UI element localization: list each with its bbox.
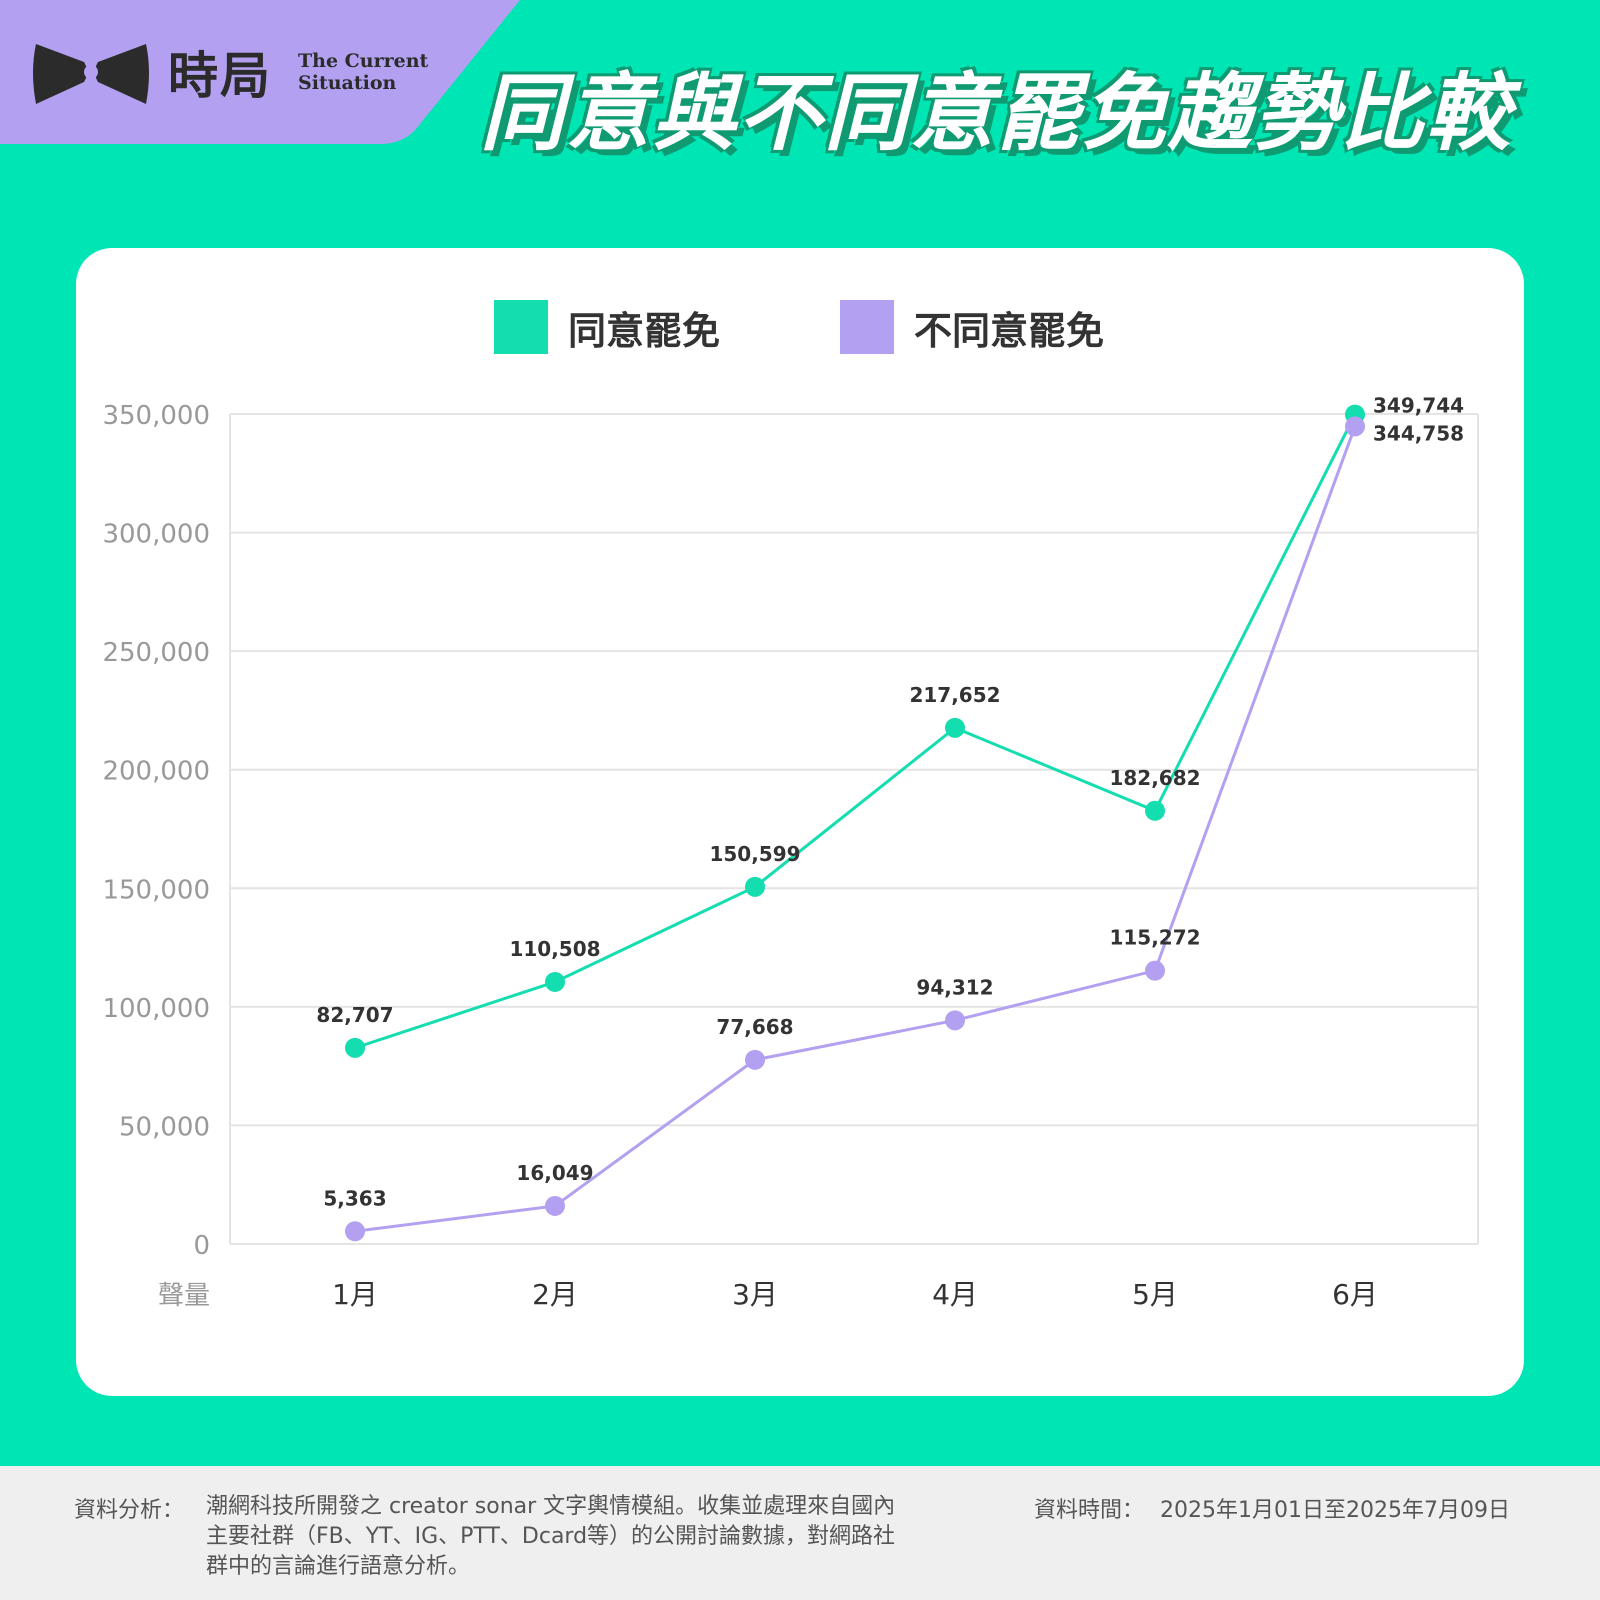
legend-item-agree: 同意罷免 — [494, 300, 720, 354]
bowtie-logo-icon — [33, 44, 149, 104]
date-label: 資料時間： — [1034, 1498, 1145, 1523]
x-tick-label: 2月 — [532, 1278, 578, 1311]
data-label-agree: 349,744 — [1373, 394, 1464, 418]
y-tick-label: 50,000 — [119, 1112, 210, 1142]
source-text: 潮網科技所開發之 creator sonar 文字輿情模組。收集並處理來自國內主… — [206, 1494, 896, 1579]
data-label-disagree: 77,668 — [716, 1015, 793, 1039]
data-label-agree: 182,682 — [1109, 766, 1200, 790]
data-label-agree: 150,599 — [709, 842, 800, 866]
y-tick-label: 200,000 — [102, 757, 210, 787]
brand-name-en-line2: Situation — [298, 72, 397, 94]
y-tick-label: 0 — [193, 1231, 210, 1261]
brand-name-en-line1: The Current — [298, 50, 429, 72]
y-tick-label: 150,000 — [102, 875, 210, 905]
brand-name: 時局 — [168, 46, 272, 105]
x-tick-label: 5月 — [1132, 1278, 1178, 1311]
data-label-agree: 110,508 — [509, 937, 600, 961]
footer: 資料分析： 潮網科技所開發之 creator sonar 文字輿情模組。收集並處… — [0, 1466, 1600, 1600]
data-point-disagree — [545, 1195, 565, 1216]
data-point-disagree — [945, 1010, 965, 1031]
legend-label-agree: 同意罷免 — [568, 308, 721, 353]
series-line-disagree — [354, 425, 1357, 1233]
data-label-agree: 82,707 — [316, 1003, 393, 1027]
data-point-agree — [345, 1037, 365, 1058]
data-point-disagree — [1145, 960, 1165, 981]
x-tick-label: 6月 — [1332, 1278, 1378, 1311]
x-tick-label: 1月 — [332, 1278, 378, 1311]
data-point-agree — [945, 717, 965, 738]
line-chart: 0 50,000 100,000 150,000 200,000 250,000 300,0… — [102, 394, 1479, 1311]
brand-name-en: The Current Situation — [298, 50, 428, 94]
data-point-agree — [745, 876, 765, 897]
data-point-agree — [1145, 800, 1165, 821]
series-line-agree — [354, 413, 1357, 1050]
chart-card — [76, 248, 1524, 1396]
y-tick-label: 300,000 — [102, 520, 210, 550]
x-tick-label: 3月 — [732, 1278, 778, 1311]
data-point-agree — [545, 971, 565, 992]
data-label-disagree: 115,272 — [1109, 926, 1200, 950]
source-label: 資料分析： — [74, 1498, 185, 1523]
brand-tab — [0, 0, 520, 144]
data-point-disagree — [345, 1221, 365, 1242]
data-point-disagree — [1345, 416, 1365, 437]
data-label-agree: 217,652 — [909, 683, 1000, 707]
legend-item-disagree: 不同意罷免 — [840, 300, 1104, 354]
legend-label-disagree: 不同意罷免 — [914, 308, 1105, 353]
date-text: 2025年1月01日至2025年7月09日 — [1160, 1498, 1510, 1523]
data-point-disagree — [745, 1049, 765, 1070]
legend-swatch-disagree — [840, 300, 894, 354]
data-label-disagree: 94,312 — [916, 975, 993, 999]
data-label-disagree: 5,363 — [323, 1186, 386, 1210]
data-label-disagree: 344,758 — [1373, 421, 1464, 445]
y-axis-label: 聲量 — [158, 1281, 210, 1311]
legend-swatch-agree — [494, 300, 548, 354]
x-tick-label: 4月 — [932, 1278, 978, 1311]
y-tick-label: 250,000 — [102, 638, 210, 668]
data-label-disagree: 16,049 — [516, 1161, 593, 1185]
y-tick-label: 100,000 — [102, 994, 210, 1024]
y-tick-label: 350,000 — [102, 401, 210, 431]
page-title: 同意與不同意罷免趨勢比較 — [480, 64, 1513, 162]
